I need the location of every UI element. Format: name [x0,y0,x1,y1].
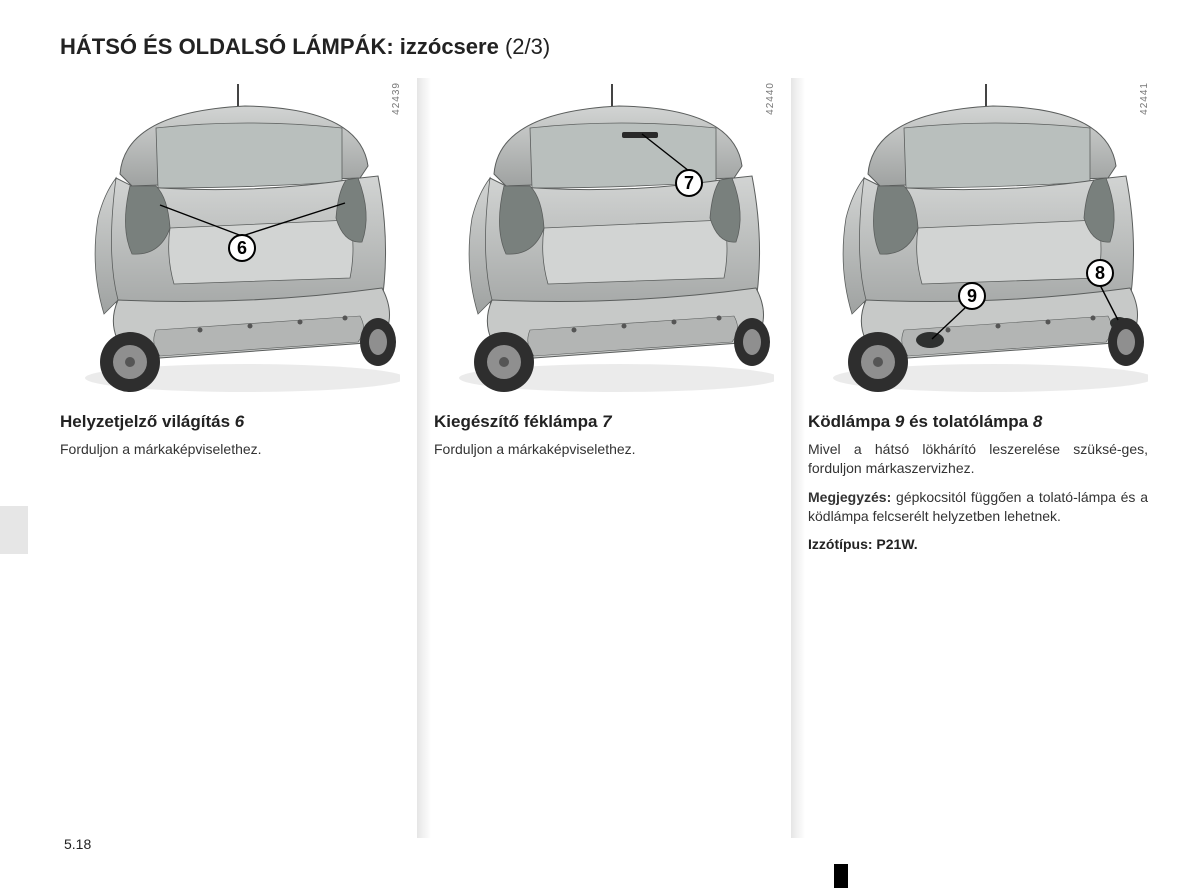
car-rear-illustration: 8 9 [808,78,1148,398]
page-title: HÁTSÓ ÉS OLDALSÓ LÁMPÁK: izzócsere (2/3) [60,34,1140,60]
page-title-suffix: (2/3) [505,34,550,59]
manual-page: HÁTSÓ ÉS OLDALSÓ LÁMPÁK: izzócsere (2/3)… [0,0,1200,888]
svg-text:8: 8 [1095,263,1105,283]
body-text: Mivel a hátsó lökhárító leszerelése szük… [808,440,1148,478]
page-number: 5.18 [64,836,91,852]
section-heading: Kiegészítő féklámpa 7 [434,412,774,432]
svg-text:9: 9 [967,286,977,306]
car-rear-illustration: 7 [434,78,774,398]
svg-text:7: 7 [684,173,694,193]
svg-text:6: 6 [237,238,247,258]
gutter-shadow [417,78,431,838]
car-rear-illustration: 6 [60,78,400,398]
column: 42440 7 Kiegé [434,78,774,552]
figure: 42441 8 9 [808,78,1148,398]
section-heading: Ködlámpa 9 és tolatólámpa 8 [808,412,1148,432]
image-id: 42441 [1139,82,1150,115]
body-text: Forduljon a márkaképviselethez. [434,440,774,459]
figure: 42439 6 [60,78,400,398]
image-id: 42439 [391,82,402,115]
columns: 42439 6 Helyz [60,78,1140,552]
section-heading: Helyzetjelző világítás 6 [60,412,400,432]
gutter-shadow [791,78,805,838]
column: 42441 8 9 [808,78,1148,552]
body-text: Forduljon a márkaképviselethez. [60,440,400,459]
bulb-type: Izzótípus: P21W. [808,536,1148,552]
column: 42439 6 Helyz [60,78,400,552]
body-text: Megjegyzés: gépkocsitól függően a tolató… [808,488,1148,526]
bottom-register-mark [834,864,848,888]
figure: 42440 7 [434,78,774,398]
page-title-main: HÁTSÓ ÉS OLDALSÓ LÁMPÁK: izzócsere [60,34,499,59]
image-id: 42440 [765,82,776,115]
